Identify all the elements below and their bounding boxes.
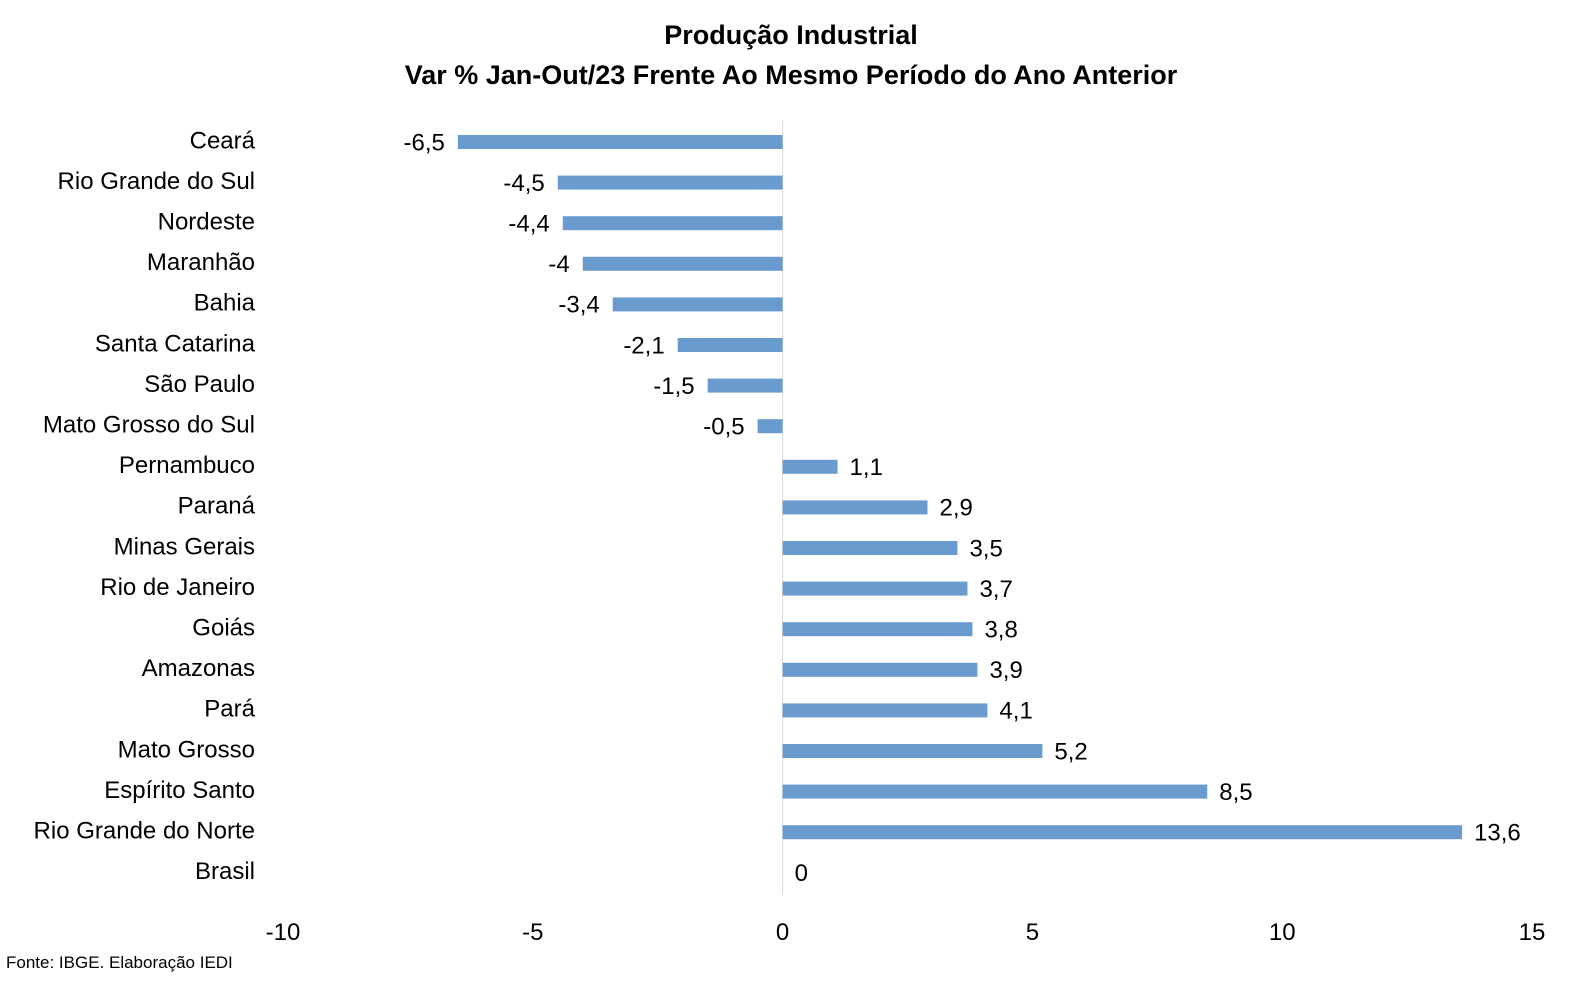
data-label: 1,1 [850, 454, 883, 481]
bar [782, 581, 968, 596]
bar [782, 703, 988, 718]
category-label: Mato Grosso [118, 736, 255, 763]
bar [782, 541, 958, 555]
category-label: São Paulo [144, 371, 255, 398]
data-label: -4,5 [503, 170, 544, 197]
bar [557, 175, 783, 190]
chart-title: Produção Industrial [664, 20, 918, 50]
bar [782, 622, 973, 637]
data-label: 3,9 [989, 657, 1022, 684]
category-label: Rio Grande do Sul [58, 168, 255, 195]
category-label: Minas Gerais [114, 533, 255, 560]
chart-subtitle: Var % Jan-Out/23 Frente Ao Mesmo Período… [404, 60, 1178, 90]
bar [707, 378, 783, 393]
data-label: 3,7 [979, 576, 1012, 603]
x-tick-label: 5 [1026, 919, 1039, 946]
data-label: -4 [548, 251, 569, 278]
category-label: Amazonas [142, 655, 255, 682]
bar [677, 338, 783, 352]
data-label: -2,1 [623, 332, 664, 359]
x-tick-label: 0 [776, 919, 789, 946]
category-label: Santa Catarina [95, 330, 256, 357]
x-tick-label: 10 [1269, 919, 1296, 946]
data-label: -6,5 [404, 129, 445, 156]
data-label: -4,4 [508, 211, 549, 238]
data-label: -3,4 [558, 292, 599, 319]
bar [782, 500, 928, 515]
source-note: Fonte: IBGE. Elaboração IEDI [6, 953, 233, 972]
data-label: 2,9 [939, 495, 972, 522]
bar [782, 825, 1463, 840]
x-tick-label: -10 [266, 919, 301, 946]
category-label: Goiás [192, 615, 255, 642]
data-label: -1,5 [653, 373, 694, 400]
category-label: Paraná [178, 493, 256, 520]
bar [757, 419, 783, 434]
category-label: Mato Grosso do Sul [43, 412, 255, 439]
category-label: Rio Grande do Norte [34, 818, 255, 845]
data-label: 0 [795, 860, 808, 887]
category-label: Pará [204, 696, 255, 723]
bar [782, 459, 838, 474]
bar [582, 256, 783, 271]
bar [782, 662, 978, 677]
bar [782, 744, 1043, 758]
bar [457, 135, 783, 149]
category-label: Bahia [194, 290, 256, 317]
data-label: 3,8 [984, 617, 1017, 644]
category-label: Ceará [190, 127, 256, 154]
data-label: 13,6 [1474, 820, 1521, 847]
category-label: Pernambuco [119, 452, 255, 479]
category-label: Maranhão [147, 249, 255, 276]
x-tick-label: -5 [522, 919, 543, 946]
x-tick-label: 15 [1519, 919, 1546, 946]
data-label: 8,5 [1219, 779, 1252, 806]
bar [782, 784, 1208, 799]
category-label: Brasil [195, 858, 255, 885]
data-label: 5,2 [1054, 738, 1087, 765]
category-label: Espírito Santo [104, 777, 255, 804]
data-label: 3,5 [969, 535, 1002, 562]
bar [612, 297, 783, 312]
category-label: Rio de Janeiro [100, 574, 255, 601]
category-label: Nordeste [158, 209, 255, 236]
data-label: -0,5 [703, 414, 744, 441]
data-label: 4,1 [999, 698, 1032, 725]
bar [562, 216, 783, 231]
